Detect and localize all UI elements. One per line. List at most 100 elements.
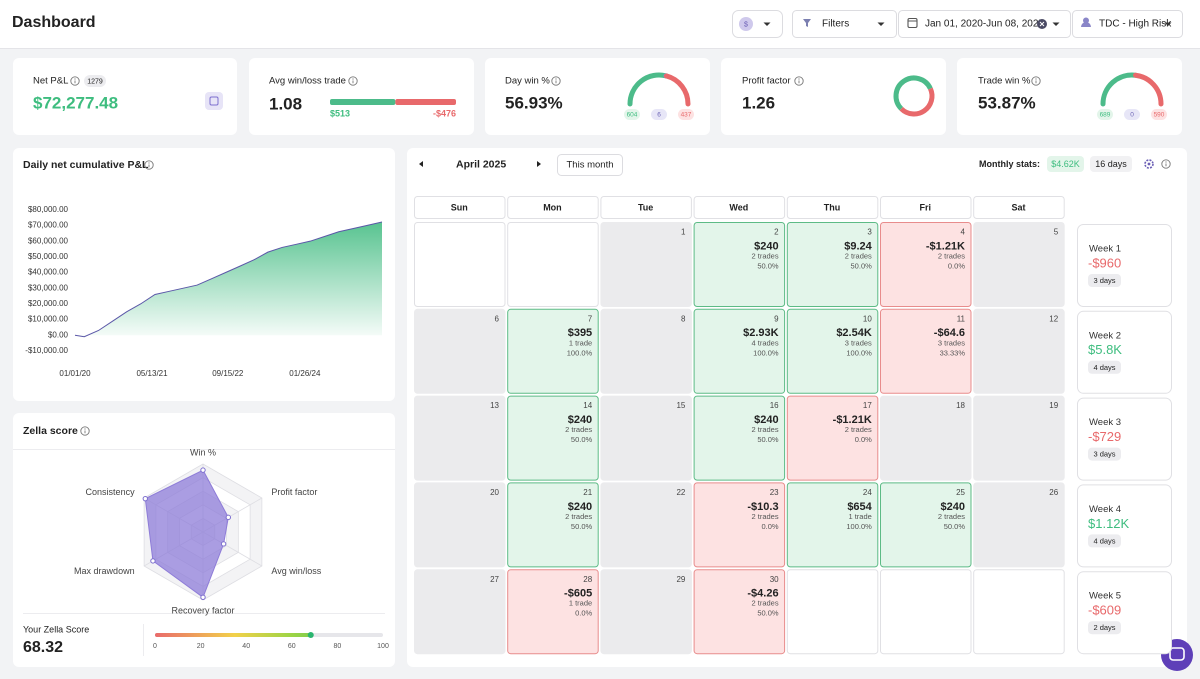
weekday-header <box>973 196 1065 219</box>
gauge-count: 604 <box>627 112 638 119</box>
pnl-line <box>74 221 383 338</box>
gauge-pill <box>1151 109 1167 120</box>
day-win-rate: 50.0% <box>851 261 873 270</box>
day-number: 20 <box>490 488 499 497</box>
weekday-label: Sat <box>1011 202 1025 212</box>
day-cell <box>414 308 506 394</box>
day-number: 22 <box>676 488 685 497</box>
radar-axis-label: Consistency <box>86 487 136 497</box>
filters-button[interactable]: Filters <box>792 10 897 38</box>
radar-point <box>142 495 148 502</box>
day-number: 16 <box>770 401 779 410</box>
day-pnl: $2.54K <box>836 327 872 339</box>
day-win-rate: 0.0% <box>761 522 778 531</box>
next-month-arrow[interactable] <box>537 161 541 167</box>
day-win-rate: 50.0% <box>757 609 779 618</box>
this-month-label: This month <box>567 160 614 171</box>
day-win-rate: 0.0% <box>948 261 965 270</box>
day-cell <box>414 482 506 568</box>
day-trades: 2 trades <box>751 512 778 521</box>
day-number: 5 <box>1054 228 1059 237</box>
day-number: 1 <box>681 228 686 237</box>
gauge-pill <box>1124 109 1140 120</box>
date-range-button[interactable]: Jan 01, 2020-Jun 08, 2025 <box>898 10 1071 38</box>
day-number: 23 <box>770 488 779 497</box>
day-pnl: $2.93K <box>743 327 779 339</box>
gauge-pill <box>1097 109 1113 120</box>
day-number: 24 <box>863 488 872 497</box>
monthly-stats-label: Monthly stats: <box>979 159 1040 169</box>
day-cell <box>600 308 692 394</box>
week-days: 4 days <box>1093 536 1115 545</box>
x-tick-label: 05/13/21 <box>136 369 168 378</box>
radar-axis-label: Max drawdown <box>74 566 135 576</box>
day-trades: 2 trades <box>845 251 872 260</box>
day-win-rate: 50.0% <box>757 261 779 270</box>
stat-value: 56.93% <box>505 93 563 112</box>
day-cell <box>600 569 692 655</box>
week-value: -$609 <box>1088 603 1121 618</box>
score-tick-label: 80 <box>334 643 342 650</box>
day-trades: 3 trades <box>938 338 965 347</box>
day-trades: 2 trades <box>751 425 778 434</box>
day-pnl: -$4.26 <box>747 588 778 600</box>
day-cell <box>507 482 599 568</box>
win-label: $513 <box>330 108 350 118</box>
week-label: Week 3 <box>1089 417 1121 428</box>
day-pnl: -$1.21K <box>926 240 965 252</box>
monthly-days-pill <box>1090 156 1132 172</box>
stat-card <box>721 58 946 135</box>
this-month-button[interactable] <box>557 154 623 176</box>
day-pnl: $240 <box>568 501 592 513</box>
x-tick-label: 01/26/24 <box>289 369 321 378</box>
weekday-label: Fri <box>919 202 931 212</box>
day-trades: 2 trades <box>565 512 592 521</box>
expand-button[interactable] <box>205 92 223 110</box>
settings-icon[interactable] <box>1144 159 1154 169</box>
weekday-label: Tue <box>638 202 653 212</box>
day-number: 13 <box>490 401 499 410</box>
x-tick-label: 01/01/20 <box>59 369 91 378</box>
week-days-pill <box>1088 274 1121 287</box>
day-cell <box>693 308 786 394</box>
week-label: Week 4 <box>1089 504 1121 515</box>
day-trades: 2 trades <box>565 425 592 434</box>
day-number: 4 <box>961 228 966 237</box>
week-days: 4 days <box>1093 363 1115 372</box>
gauge-pill <box>651 109 667 120</box>
day-number: 6 <box>495 314 500 323</box>
day-number: 18 <box>956 401 965 410</box>
prev-month-arrow[interactable] <box>419 161 423 167</box>
week-value: $5.8K <box>1088 342 1122 357</box>
week-days-pill <box>1088 534 1121 548</box>
day-cell <box>693 222 786 307</box>
day-number: 9 <box>774 314 779 323</box>
radar-axis-label: Recovery factor <box>171 605 234 615</box>
week-days-pill <box>1088 621 1121 635</box>
day-cell <box>973 569 1065 655</box>
day-cell <box>507 222 599 307</box>
stat-value: 53.87% <box>978 93 1036 112</box>
weekday-header <box>600 196 692 219</box>
y-tick-label: $0.00 <box>48 330 69 339</box>
day-win-rate: 100.0% <box>753 348 779 357</box>
account-button[interactable]: TDC - High Risk <box>1072 10 1183 38</box>
win-bar <box>330 99 396 105</box>
y-tick-label: $20,000.00 <box>28 299 69 308</box>
day-pnl: $654 <box>847 501 872 513</box>
pnl-chart-card <box>13 148 395 401</box>
day-cell <box>414 222 506 307</box>
day-win-rate: 100.0% <box>567 348 593 357</box>
y-tick-label: $50,000.00 <box>28 252 69 261</box>
day-number: 17 <box>863 401 872 410</box>
weekday-header <box>880 196 972 219</box>
currency-button[interactable]: $ <box>732 10 783 38</box>
day-pnl: -$1.21K <box>833 414 872 426</box>
gauge-segment <box>1100 72 1139 107</box>
stat-label: Day win % <box>505 76 550 87</box>
week-value: -$729 <box>1088 429 1121 444</box>
count-badge <box>84 75 106 87</box>
day-trades: 1 trade <box>569 599 592 608</box>
